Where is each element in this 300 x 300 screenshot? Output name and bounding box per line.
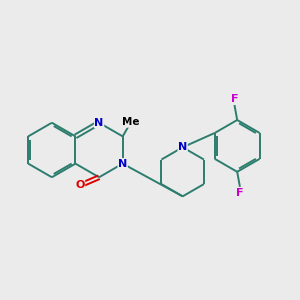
Text: N: N [178,142,187,152]
Text: F: F [231,94,238,104]
Text: Me: Me [122,117,140,127]
Text: O: O [75,180,85,190]
Text: N: N [94,118,104,128]
Text: N: N [118,159,127,169]
Text: F: F [236,188,244,198]
